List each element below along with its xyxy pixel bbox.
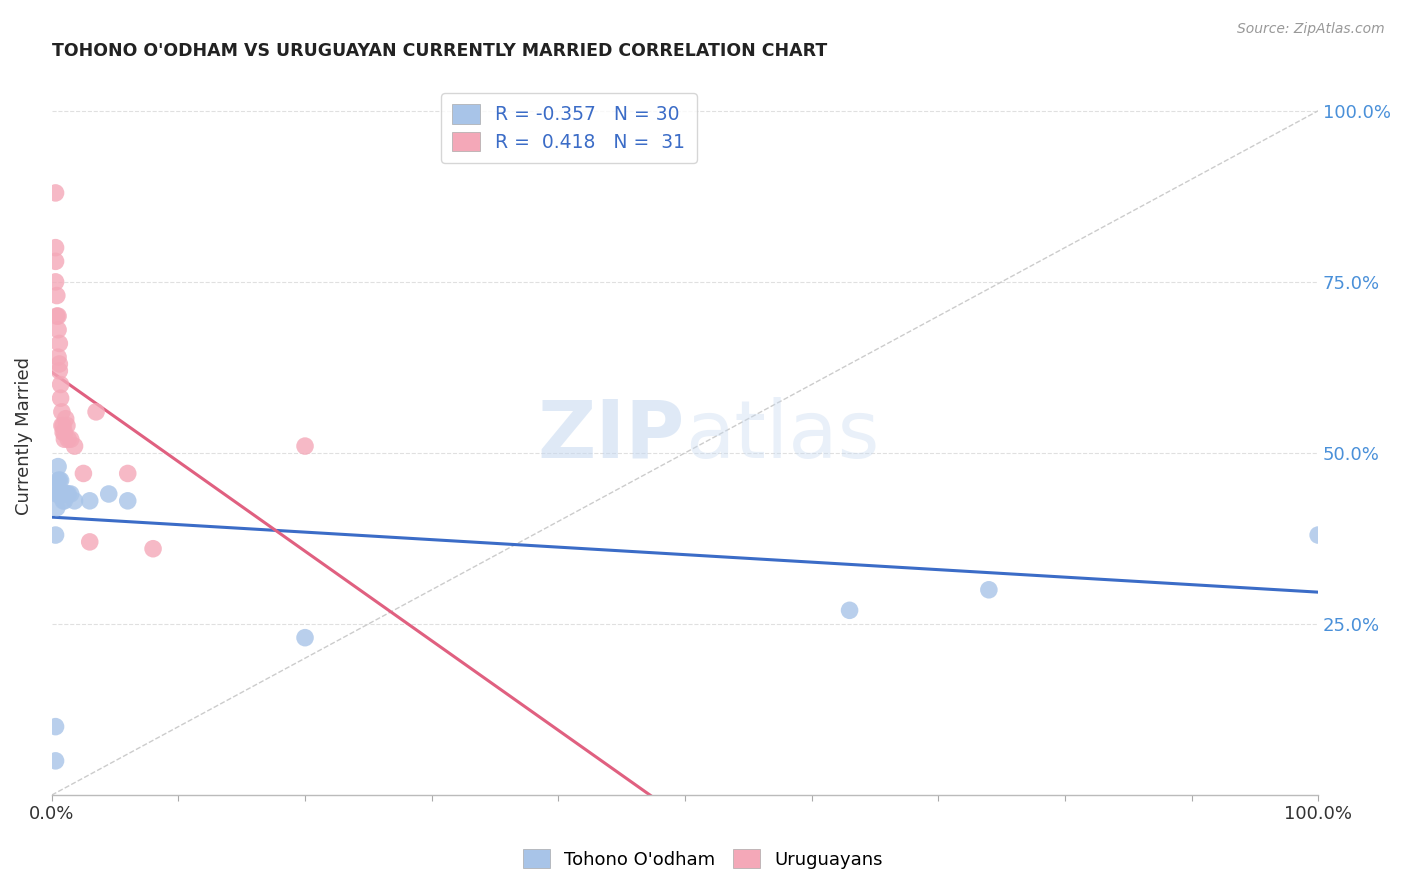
Text: atlas: atlas [685, 397, 879, 475]
Point [63, 493, 86, 508]
Point [53, 493, 76, 508]
Point [59, 432, 82, 446]
Point [49, 487, 72, 501]
Point [1308, 528, 1330, 542]
Point [45, 500, 67, 515]
Legend: R = -0.357   N = 30, R =  0.418   N =  31: R = -0.357 N = 30, R = 0.418 N = 31 [441, 93, 696, 163]
Point [117, 467, 139, 481]
Point [51, 487, 73, 501]
Y-axis label: Currently Married: Currently Married [15, 357, 32, 515]
Text: TOHONO O'ODHAM VS URUGUAYAN CURRENTLY MARRIED CORRELATION CHART: TOHONO O'ODHAM VS URUGUAYAN CURRENTLY MA… [52, 42, 827, 60]
Point [45, 254, 67, 268]
Point [72, 467, 94, 481]
Point [51, 418, 73, 433]
Point [52, 425, 75, 440]
Point [51, 487, 73, 501]
Point [79, 493, 101, 508]
Point [59, 487, 82, 501]
Point [45, 480, 67, 494]
Point [97, 487, 120, 501]
Point [45, 186, 67, 200]
Point [49, 377, 72, 392]
Point [56, 487, 79, 501]
Point [294, 631, 316, 645]
Point [45, 288, 67, 302]
Point [48, 336, 70, 351]
Point [46, 323, 69, 337]
Point [84, 405, 107, 419]
Point [79, 534, 101, 549]
Point [46, 309, 69, 323]
Point [58, 487, 80, 501]
Point [52, 418, 75, 433]
Point [46, 350, 69, 364]
Point [51, 405, 73, 419]
Point [52, 493, 75, 508]
Point [117, 493, 139, 508]
Point [55, 487, 77, 501]
Point [48, 364, 70, 378]
Point [45, 754, 67, 768]
Point [46, 459, 69, 474]
Point [52, 487, 75, 501]
Point [45, 309, 67, 323]
Point [45, 241, 67, 255]
Point [977, 582, 1000, 597]
Point [142, 541, 165, 556]
Point [45, 528, 67, 542]
Point [56, 418, 79, 433]
Point [45, 275, 67, 289]
Point [45, 487, 67, 501]
Point [48, 357, 70, 371]
Point [46, 473, 69, 487]
Point [48, 487, 70, 501]
Text: ZIP: ZIP [537, 397, 685, 475]
Point [53, 432, 76, 446]
Text: Source: ZipAtlas.com: Source: ZipAtlas.com [1237, 22, 1385, 37]
Point [48, 473, 70, 487]
Point [63, 439, 86, 453]
Point [49, 391, 72, 405]
Point [58, 432, 80, 446]
Point [838, 603, 860, 617]
Legend: Tohono O'odham, Uruguayans: Tohono O'odham, Uruguayans [517, 844, 889, 874]
Point [46, 487, 69, 501]
Point [53, 425, 76, 440]
Point [45, 720, 67, 734]
Point [55, 411, 77, 425]
Point [49, 473, 72, 487]
Point [294, 439, 316, 453]
